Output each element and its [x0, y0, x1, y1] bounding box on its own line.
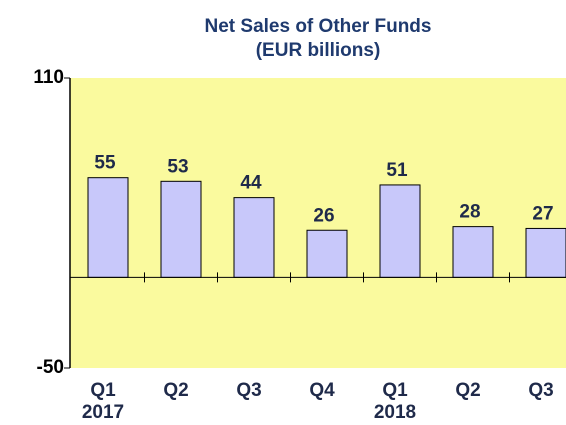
value-label: 28: [459, 202, 480, 223]
y-tick-label: -50: [37, 357, 64, 378]
plot-area: [70, 78, 566, 368]
x-tick-label: Q4: [309, 380, 335, 401]
bar: [306, 229, 348, 278]
x-tick-label: Q2: [163, 380, 188, 401]
bar: [379, 184, 421, 278]
x-tick-label: Q1: [90, 380, 116, 401]
bar: [233, 197, 275, 278]
value-label: 44: [240, 173, 262, 194]
y-tick-label: 110: [33, 67, 64, 88]
value-label: 26: [313, 205, 334, 226]
chart-subtitle: (EUR billions): [256, 40, 381, 61]
value-label: 51: [386, 160, 408, 181]
x-tick-label: Q2: [455, 380, 480, 401]
bar: [525, 227, 566, 278]
bar: [452, 226, 494, 278]
bar: [160, 180, 202, 278]
value-label: 55: [94, 153, 116, 174]
value-label: 53: [167, 156, 188, 177]
x-tick-label: Q1: [382, 380, 408, 401]
bar: [87, 177, 129, 278]
chart-title: Net Sales of Other Funds: [205, 16, 432, 37]
x-tick-label: Q3: [528, 380, 553, 401]
x-tick-label: Q3: [236, 380, 261, 401]
year-label: 2018: [374, 402, 416, 423]
value-label: 27: [532, 203, 553, 224]
year-label: 2017: [82, 402, 124, 423]
